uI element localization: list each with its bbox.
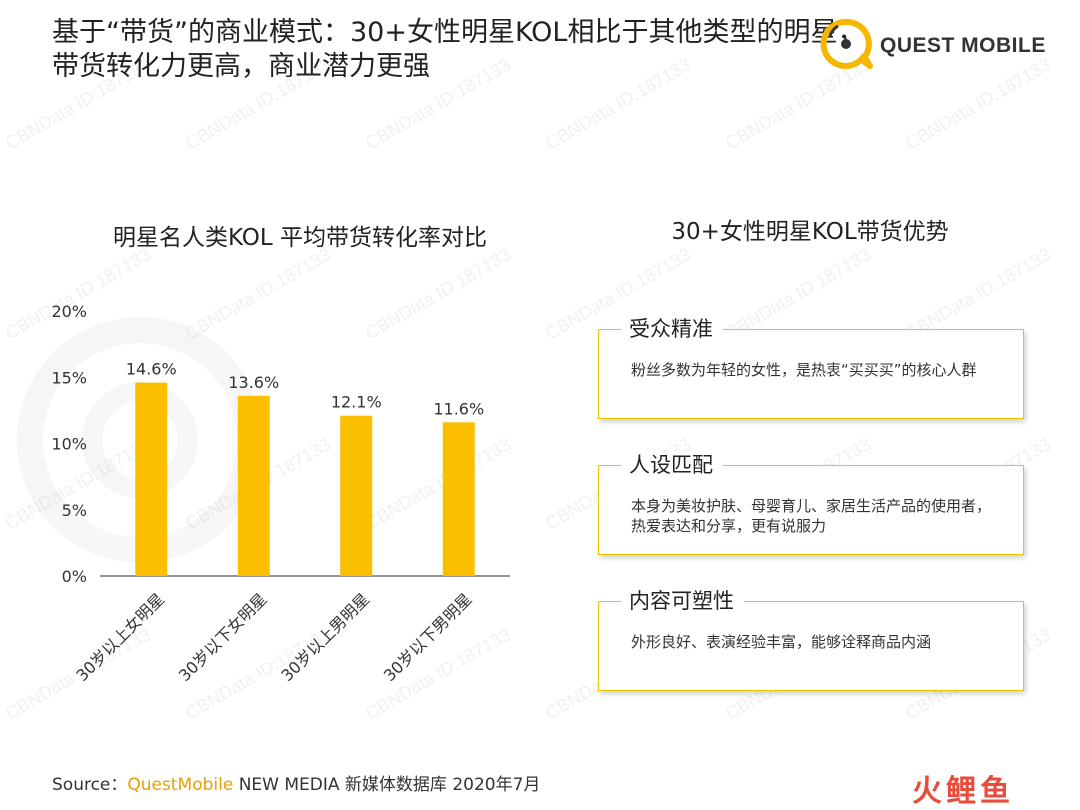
logo-text: QUEST MOBILE xyxy=(880,34,1046,57)
advantage-card-3: 内容可塑性 外形良好、表演经验丰富，能够诠释商品内涵 xyxy=(598,588,1024,691)
y-tick-label: 20% xyxy=(51,302,87,321)
bar xyxy=(340,415,373,576)
source-prefix: Source： xyxy=(52,775,128,795)
advantage-desc-2: 本身为美妆护肤、母婴育儿、家居生活产品的使用者，热爱表达和分享，更有说服力 xyxy=(631,497,992,535)
questmobile-logo-icon xyxy=(820,18,873,69)
source-note: Source：QuestMobile NEW MEDIA 新媒体数据库 2020… xyxy=(52,770,540,795)
y-tick-label: 0% xyxy=(62,567,87,586)
bar xyxy=(135,382,168,576)
x-tick-label: 30岁以下男明星 xyxy=(380,589,476,685)
questmobile-logo: QUEST MOBILE xyxy=(818,14,1048,74)
source-rest: NEW MEDIA 新媒体数据库 2020年7月 xyxy=(233,775,541,795)
y-tick-label: 10% xyxy=(51,435,87,454)
x-tick-label: 30岁以上女明星 xyxy=(72,589,168,685)
advantage-desc-1: 粉丝多数为年轻的女性，是热衷“买买买”的核心人群 xyxy=(631,361,977,379)
advantages-title: 30+女性明星KOL带货优势 xyxy=(671,219,949,245)
bar-value-label: 14.6% xyxy=(126,360,177,379)
bar-chart: 0% 5% 10% 15% 20% 14.6% 30岁以上女明星 13.6% 30岁以下女明星 1… xyxy=(51,302,510,685)
bar xyxy=(442,422,475,576)
source-brand: QuestMobile xyxy=(127,775,234,795)
chart-title: 明星名人类KOL 平均带货转化率对比 xyxy=(112,225,488,251)
bar-value-label: 12.1% xyxy=(331,393,382,412)
advantage-title-2: 人设匹配 xyxy=(621,452,723,478)
page-title: 基于“带货”的商业模式：30+女性明星KOL相比于其他类型的明星， 带货转化力更… xyxy=(52,16,865,84)
bar-value-label: 11.6% xyxy=(433,399,484,418)
y-tick-label: 15% xyxy=(51,368,87,387)
bar-value-label: 13.6% xyxy=(228,373,279,392)
x-tick-label: 30岁以下女明星 xyxy=(175,589,271,685)
page-title-line-2: 带货转化力更高，商业潜力更强 xyxy=(52,51,430,82)
advantage-title-3: 内容可塑性 xyxy=(621,588,744,614)
advantage-desc-3: 外形良好、表演经验丰富，能够诠释商品内涵 xyxy=(631,633,932,651)
advantage-card-1: 受众精准 粉丝多数为年轻的女性，是热衷“买买买”的核心人群 xyxy=(598,316,1024,419)
advantage-card-2: 人设匹配 本身为美妆护肤、母婴育儿、家居生活产品的使用者，热爱表达和分享，更有说… xyxy=(598,452,1024,555)
bar xyxy=(237,395,270,576)
y-tick-label: 5% xyxy=(62,501,87,520)
x-tick-label: 30岁以上男明星 xyxy=(277,589,373,685)
page-title-line-1: 基于“带货”的商业模式：30+女性明星KOL相比于其他类型的明星， xyxy=(52,17,865,48)
advantage-title-1: 受众精准 xyxy=(621,316,723,342)
corner-logo: 火鲤鱼 xyxy=(912,774,1014,809)
